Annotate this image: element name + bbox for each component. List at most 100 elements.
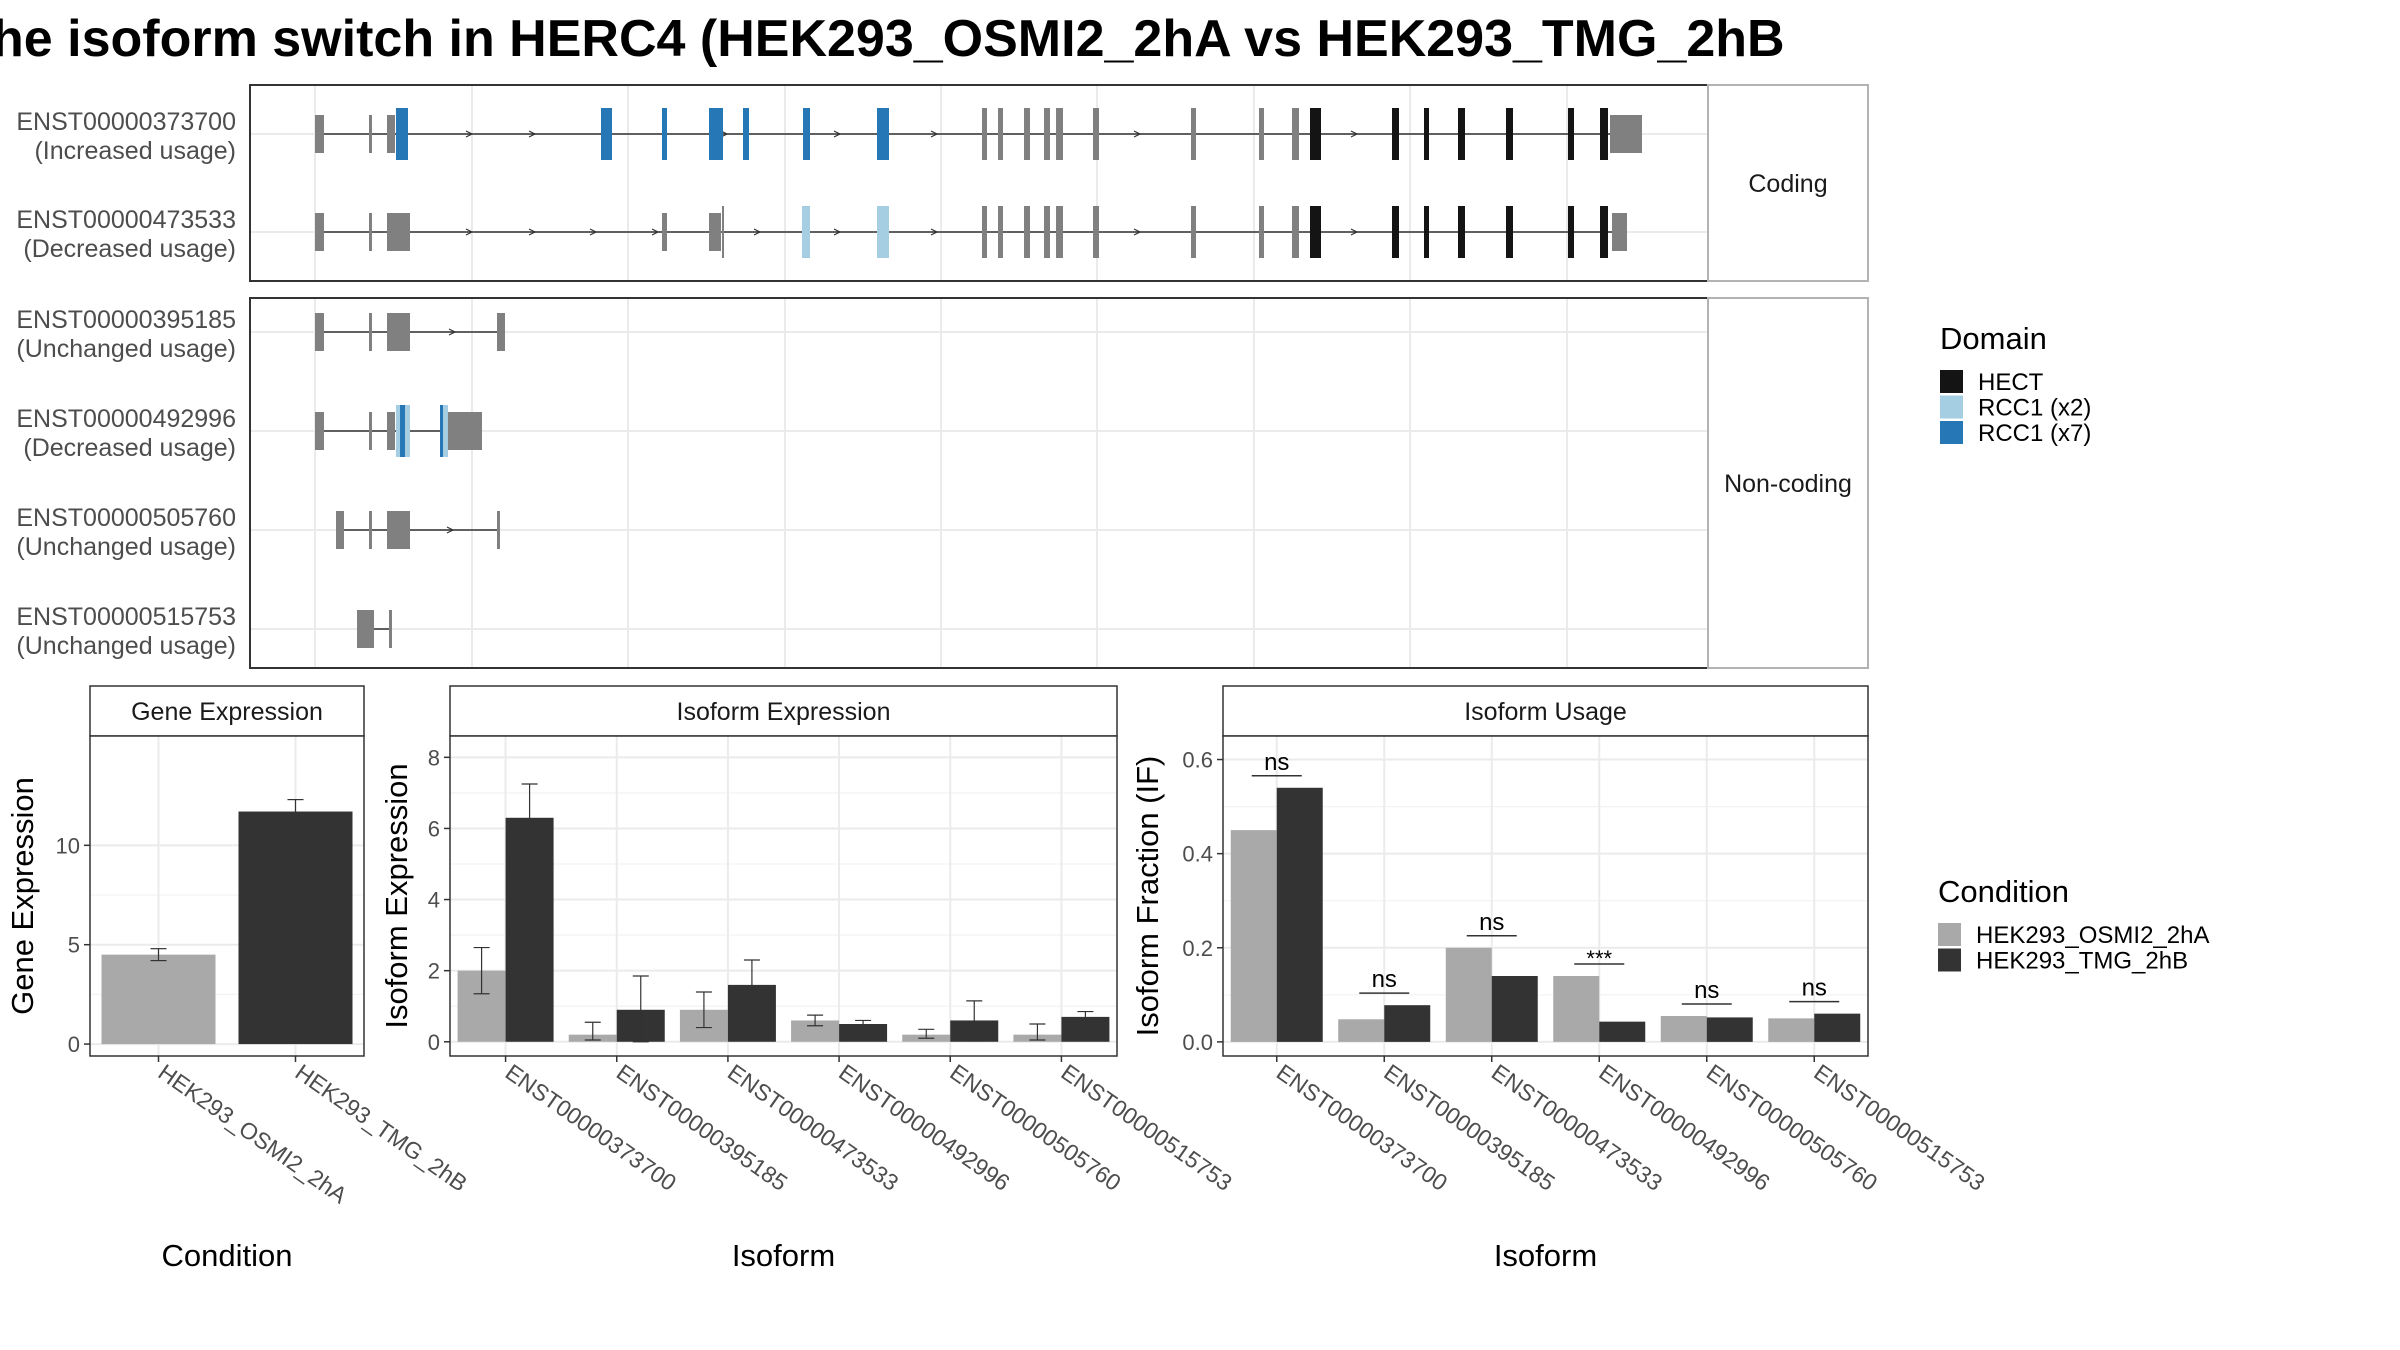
domain-exon-hect — [1568, 206, 1574, 258]
exon — [1292, 206, 1299, 258]
intron-direction-arrow — [930, 130, 939, 138]
domain-legend-label: RCC1 (x2) — [1978, 395, 2091, 422]
exon — [369, 313, 372, 351]
condition-legend-title: Condition — [1938, 874, 2069, 909]
facet-strip-label-non-coding: Non-coding — [1724, 470, 1852, 498]
exon — [1024, 206, 1030, 258]
y-axis-title: Gene Expression — [5, 777, 40, 1015]
domain-legend-key — [1940, 421, 1963, 444]
exon — [1610, 115, 1642, 153]
panel-strip-title: Isoform Expression — [677, 698, 891, 726]
bar — [1445, 947, 1492, 1042]
exon — [998, 108, 1003, 160]
plot-panel-border — [1222, 735, 1869, 1057]
transcript-id-label: ENST00000515753 — [16, 603, 236, 631]
transcript-id-label: ENST00000473533 — [16, 206, 236, 234]
significance-label: ns — [1802, 975, 1827, 1002]
condition-legend-label: HEK293_OSMI2_2hA — [1976, 922, 2209, 949]
facet-strip-label-coding: Coding — [1748, 170, 1827, 198]
bar — [101, 954, 216, 1045]
bar — [238, 811, 353, 1045]
domain-exon-rcc1_x7 — [601, 108, 612, 160]
exon — [387, 412, 395, 450]
domain-exon-rcc1_x7 — [877, 108, 880, 160]
y-axis-title: Isoform Fraction (IF) — [1130, 756, 1165, 1037]
y-axis-tick-label: 0.2 — [1182, 936, 1213, 961]
transcript-usage-label: (Unchanged usage) — [16, 632, 236, 660]
intron-direction-arrow — [1350, 130, 1359, 138]
domain-exon-rcc1_x7 — [743, 108, 749, 160]
intron-direction-arrow — [1133, 130, 1142, 138]
intron-direction-arrow — [833, 228, 842, 236]
panel-strip — [1222, 685, 1869, 737]
domain-exon-rcc1_x7 — [709, 108, 723, 160]
intron-direction-arrow — [446, 526, 455, 534]
y-axis-tick-label: 0 — [428, 1030, 440, 1055]
exon — [982, 206, 987, 258]
intron-direction-arrow — [930, 228, 939, 236]
transcript-id-label: ENST00000373700 — [16, 108, 236, 136]
condition-legend-label: HEK293_TMG_2hB — [1976, 948, 2188, 975]
domain-exon-hect — [1316, 206, 1321, 258]
domain-exon-rcc1_x7 — [803, 108, 810, 160]
exon — [336, 511, 344, 549]
panel-strip — [449, 685, 1118, 737]
exon — [982, 108, 987, 160]
domain-exon-hect — [1310, 108, 1316, 160]
panel-strip — [89, 685, 365, 737]
intron-direction-arrow — [465, 228, 474, 236]
exon — [1191, 206, 1196, 258]
condition-legend-key — [1938, 923, 1961, 946]
significance-label: ns — [1264, 749, 1289, 776]
exon — [357, 610, 374, 648]
intron-direction-arrow — [651, 228, 660, 236]
exon — [1093, 206, 1099, 258]
domain-exon-hect — [1506, 206, 1513, 258]
domain-exon-hect — [1392, 108, 1399, 160]
y-axis-tick-label: 6 — [428, 816, 440, 841]
transcript-usage-label: (Unchanged usage) — [16, 533, 236, 561]
significance-label: ns — [1479, 909, 1504, 936]
gene-structure-panel-noncoding-background — [250, 298, 1708, 668]
exon — [1056, 206, 1063, 258]
transcript-usage-label: (Unchanged usage) — [16, 335, 236, 363]
y-axis-tick-label: 4 — [428, 888, 440, 913]
gene-structure-panel-coding-background — [250, 85, 1708, 281]
domain-exon-hect — [1506, 108, 1513, 160]
domain-legend-key — [1940, 370, 1963, 393]
exon — [1292, 108, 1299, 160]
domain-exon-rcc1_x7 — [396, 108, 408, 160]
exon — [497, 313, 505, 351]
exon — [448, 412, 482, 450]
domain-exon-rcc1_x7 — [662, 108, 667, 160]
exon — [1191, 108, 1196, 160]
bar — [1706, 1017, 1753, 1042]
exon — [369, 213, 372, 251]
exon — [387, 313, 410, 351]
plot-panel-background — [1223, 736, 1868, 1056]
x-axis-title: Condition — [162, 1238, 293, 1273]
bar — [1814, 1013, 1861, 1042]
y-axis-tick-label: 0.0 — [1182, 1030, 1213, 1055]
domain-exon-hect — [1458, 108, 1465, 160]
domain-legend-title: Domain — [1940, 321, 2047, 356]
bar — [1491, 976, 1538, 1042]
intron-direction-arrow — [1133, 228, 1142, 236]
bar — [1660, 1016, 1707, 1042]
domain-exon-hect — [1424, 206, 1429, 258]
domain-exon-hect — [1310, 206, 1316, 258]
exon — [1612, 213, 1627, 251]
y-axis-tick-label: 0.4 — [1182, 842, 1213, 867]
transcript-usage-label: (Decreased usage) — [23, 434, 236, 462]
exon — [1044, 206, 1050, 258]
bar — [1599, 1021, 1646, 1042]
y-axis-title: Isoform Expression — [379, 763, 414, 1028]
domain-exon-rcc1_x7 — [880, 108, 889, 160]
plot-panel-background — [450, 736, 1117, 1056]
domain-legend-key — [1940, 395, 1963, 419]
exon — [1259, 108, 1264, 160]
exon — [1259, 206, 1264, 258]
significance-label: ns — [1372, 966, 1397, 993]
bar — [1384, 1005, 1431, 1042]
